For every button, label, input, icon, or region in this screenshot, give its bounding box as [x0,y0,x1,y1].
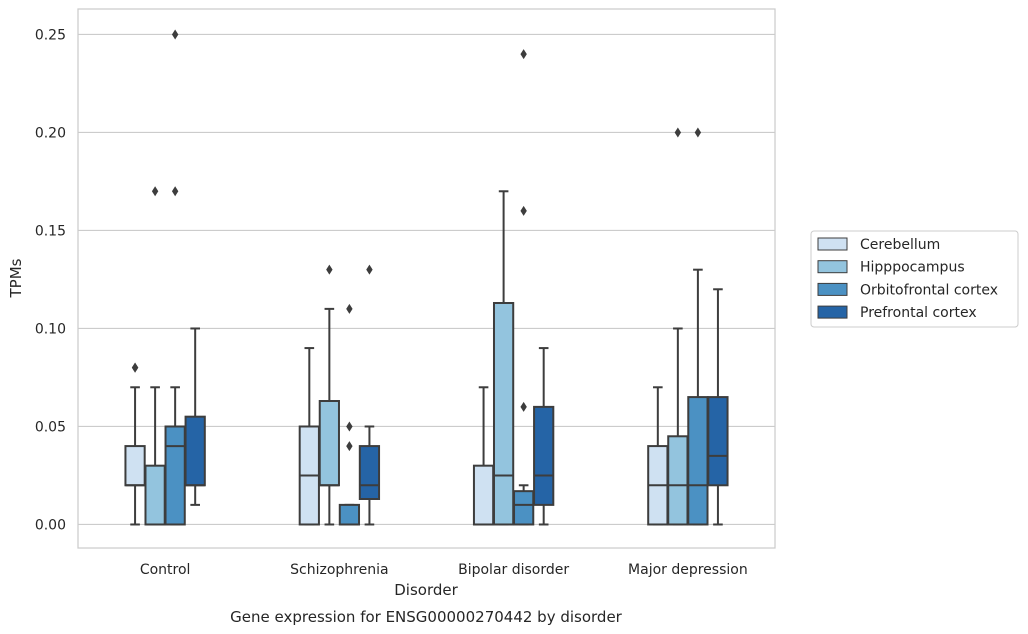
y-tick-label: 0.15 [35,223,66,239]
box [513,490,535,526]
box-group [533,347,555,526]
outlier-point [520,49,527,60]
box-group [513,49,535,526]
x-axis-label: Disorder [394,581,458,599]
box-group [647,386,669,526]
legend-label: Prefrontal cortex [860,305,977,321]
legend-swatch [817,237,848,251]
box [338,503,361,526]
box [533,405,555,506]
y-tick-label: 0.10 [35,321,66,337]
plot-frame [77,8,776,549]
outlier-point [694,127,702,138]
x-tick-label: Schizophrenia [290,562,388,578]
legend-label: Orbitofrontal cortex [860,282,998,298]
y-tick-label: 0.20 [35,125,66,141]
legend-frame [810,230,1019,328]
outlier-point [131,362,139,373]
box-group [338,303,361,526]
y-axis-label: TPMs [7,258,25,298]
box [164,425,186,526]
legend-swatch [817,282,848,296]
box-group [667,127,689,526]
box [144,464,166,526]
box [472,464,495,526]
box [184,415,206,487]
box-group [472,386,495,526]
outlier-point [346,441,353,452]
legend: Cerebellum Hipppocampus Orbitofrontal cort… [810,230,1019,328]
box-group [318,264,340,526]
box [358,445,381,500]
x-tick-labels: Control Schizophrenia Bipolar disorder Majo… [140,562,748,578]
box [318,400,340,487]
box [707,396,729,487]
y-tick-label: 0.05 [35,419,66,435]
x-tick-label: Control [140,562,191,578]
box-group [144,186,166,526]
outlier-point [346,421,353,432]
legend-label: Cerebellum [860,237,940,253]
outlier-point [520,401,527,412]
box-group [298,347,320,526]
box-group [184,327,206,506]
chart-title: Gene expression for ENSG00000270442 by d… [230,608,623,626]
box [124,445,146,487]
box [687,396,709,526]
legend-label: Hipppocampus [860,260,965,276]
outlier-point [366,264,373,275]
box [492,302,515,526]
outlier-point [171,29,179,40]
box-group [707,288,729,526]
box-group [164,29,186,526]
outlier-point [520,205,527,216]
outlier-point [346,303,353,314]
outlier-point [674,127,682,138]
legend-swatch [817,260,848,274]
box-group [358,264,381,526]
box [667,435,689,526]
y-tick-label: 0.00 [35,517,66,533]
x-tick-label: Bipolar disorder [458,562,569,578]
y-tick-labels: 0.00 0.05 0.10 0.15 0.20 0.25 [35,27,66,533]
box-group [124,362,146,526]
box-group [687,127,709,526]
legend-swatch [817,305,848,319]
outlier-point [171,186,179,197]
x-tick-label: Major depression [628,562,748,578]
box-series [124,29,729,526]
box-group [492,190,515,526]
outlier-point [326,264,333,275]
y-tick-label: 0.25 [35,27,66,43]
outlier-point [151,186,159,197]
